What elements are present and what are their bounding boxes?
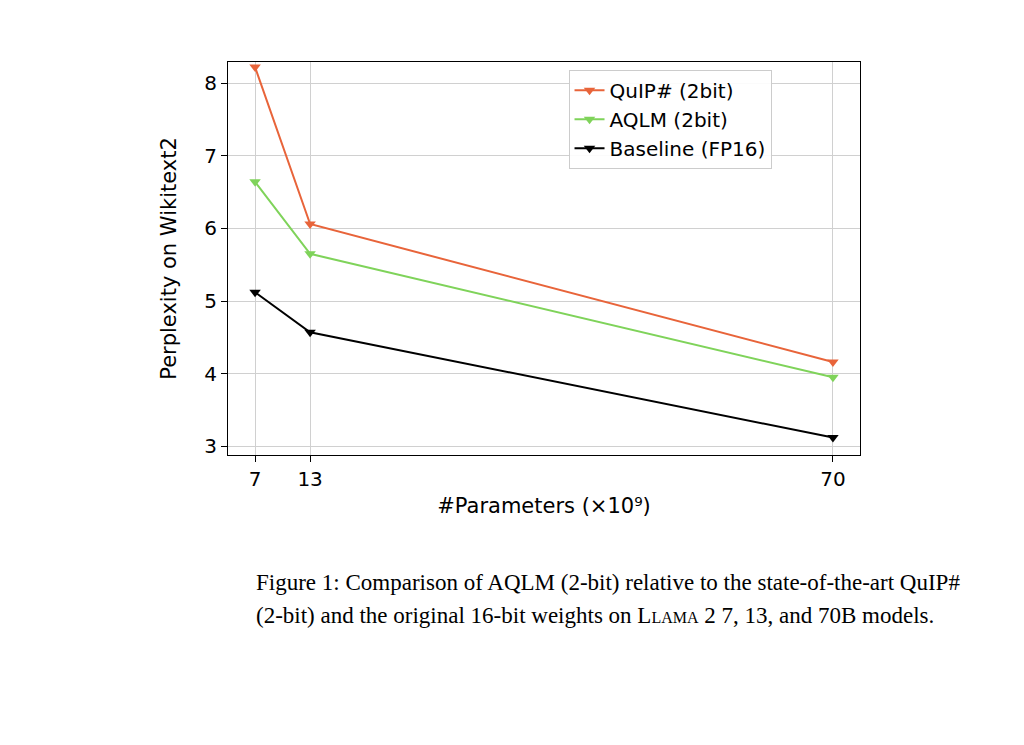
svg-text:5: 5 [204,289,217,313]
svg-text:8: 8 [204,71,217,95]
svg-text:7: 7 [249,467,262,491]
svg-text:QuIP# (2bit): QuIP# (2bit) [610,79,734,103]
svg-text:3: 3 [204,434,217,458]
svg-text:4: 4 [204,362,217,386]
svg-text:AQLM (2bit): AQLM (2bit) [610,108,728,132]
svg-text:#Parameters (×10⁹): #Parameters (×10⁹) [437,494,651,518]
svg-text:Baseline (FP16): Baseline (FP16) [610,137,766,161]
svg-text:13: 13 [297,467,322,491]
svg-text:Perplexity on Wikitext2: Perplexity on Wikitext2 [157,137,181,380]
html-text:Figure 1: Comparison of AQLM (: Figure 1: Comparison of AQLM (2-bit) rel… [256,570,960,628]
svg-text:70: 70 [820,467,845,491]
svg-text:6: 6 [204,216,217,240]
svg-text:7: 7 [204,144,217,168]
